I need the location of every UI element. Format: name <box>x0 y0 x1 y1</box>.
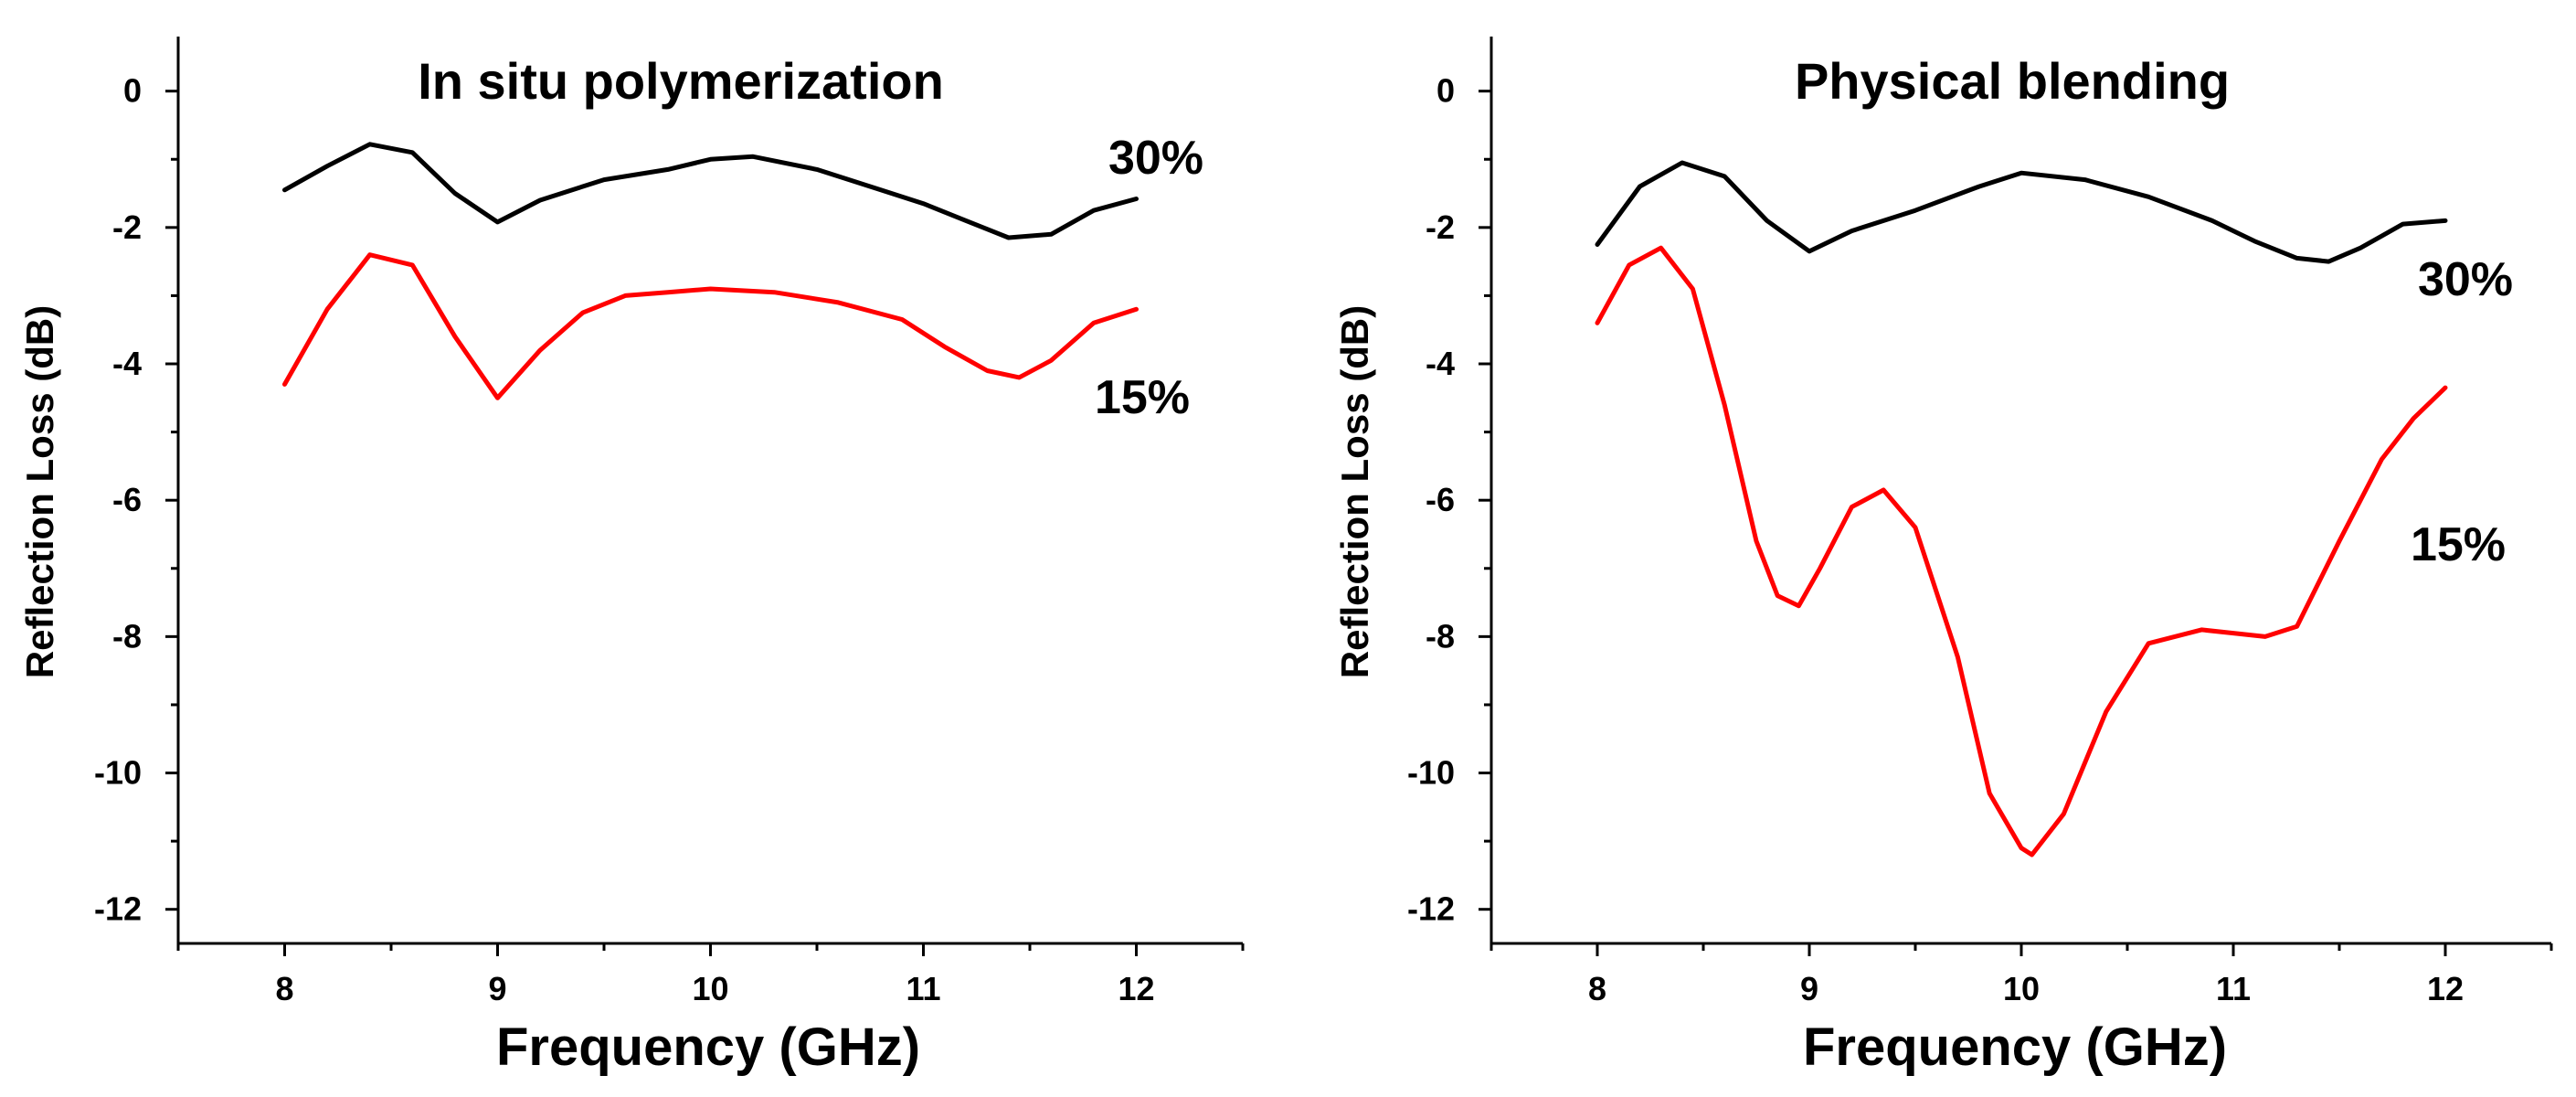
x-tick-label: 10 <box>692 970 728 1007</box>
y-tick-label: 0 <box>1436 72 1455 110</box>
y-tick-label: -4 <box>112 345 142 382</box>
y-tick-label: -10 <box>1407 754 1455 792</box>
y-tick-label: -6 <box>112 481 142 518</box>
x-tick-label: 10 <box>2003 970 2040 1007</box>
y-axis-title: Reflection Loss (dB) <box>18 305 61 678</box>
series-line-15pct <box>282 252 1139 400</box>
series-line-30pct <box>282 142 1139 240</box>
x-tick-label: 8 <box>1588 970 1606 1007</box>
y-tick-label: -6 <box>1426 481 1455 518</box>
chart-title: In situ polymerization <box>418 52 944 110</box>
series-label-30pct: 30% <box>2418 253 2513 306</box>
series-label-30pct: 30% <box>1108 132 1203 185</box>
y-tick-label: -2 <box>1426 208 1455 246</box>
x-tick-label: 9 <box>1800 970 1818 1007</box>
y-axis-title: Reflection Loss (dB) <box>1333 305 1376 678</box>
x-axis-title: Frequency (GHz) <box>1803 1017 2227 1077</box>
x-tick-label: 11 <box>906 970 940 1007</box>
y-tick-label: -8 <box>112 617 142 655</box>
chart-panel-2: 0 -2 -4 -6 -8 -10 -12 8 9 10 11 12 Physical blending… <box>1333 37 2553 1077</box>
x-tick-label: 8 <box>275 970 293 1007</box>
series-line-15pct <box>1595 245 2448 857</box>
y-tick-label: -8 <box>1426 617 1455 655</box>
x-tick-label: 11 <box>2216 970 2251 1007</box>
y-tick-label: 0 <box>123 72 142 110</box>
x-axis-title: Frequency (GHz) <box>496 1017 920 1077</box>
x-tick-label: 9 <box>488 970 506 1007</box>
y-tick-label: -2 <box>112 208 142 246</box>
chart-panel-1: 0 -2 -4 -6 -8 -10 -12 8 9 10 11 12 In situ polymeriz… <box>18 37 1245 1077</box>
y-tick-label: -12 <box>94 890 142 928</box>
series-line-30pct <box>1595 160 2448 264</box>
series-label-15pct: 15% <box>2411 518 2506 571</box>
y-tick-label: -10 <box>94 754 142 792</box>
series-label-15pct: 15% <box>1095 371 1190 424</box>
y-tick-label: -4 <box>1426 345 1455 382</box>
y-tick-label: -12 <box>1407 890 1455 928</box>
chart-title: Physical blending <box>1795 52 2230 110</box>
x-tick-label: 12 <box>1118 970 1154 1007</box>
x-tick-label: 12 <box>2427 970 2464 1007</box>
